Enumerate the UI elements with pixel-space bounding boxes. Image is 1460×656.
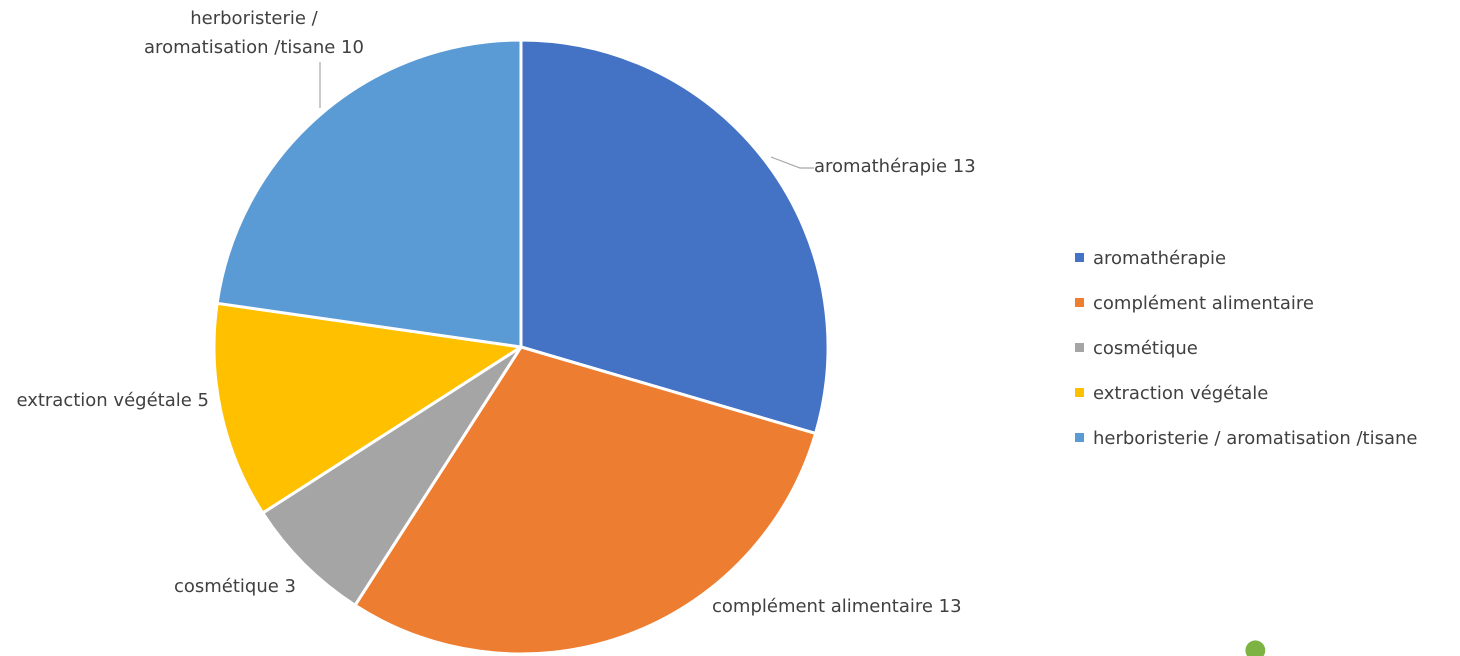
- legend-swatch-0: [1075, 253, 1084, 262]
- data-labels: aromathérapie 13 complément alimentaire 1…: [16, 8, 975, 617]
- watermark-leaf-icon: ●: [1244, 634, 1267, 656]
- pie-slice-4: [215, 38, 523, 349]
- data-label-0: aromathérapie 13: [814, 156, 976, 177]
- data-label-4: herboristerie / aromatisation /tisane 10: [144, 8, 364, 58]
- legend-swatch-1: [1075, 298, 1084, 307]
- legend-swatch-3: [1075, 388, 1084, 397]
- pie-slices: [212, 38, 830, 656]
- legend-label-0: aromathérapie: [1093, 248, 1226, 269]
- pie-slice-2: [261, 345, 523, 607]
- leader-lines: [319, 62, 814, 169]
- data-label-1: complément alimentaire 13: [712, 596, 962, 617]
- legend-swatch-4: [1075, 433, 1084, 442]
- data-label-line-4-1: aromatisation /tisane 10: [144, 37, 364, 58]
- leader-line-0: [770, 156, 814, 169]
- legend-swatch-2: [1075, 343, 1084, 352]
- legend-label-4: herboristerie / aromatisation /tisane: [1093, 428, 1418, 449]
- data-label-3: extraction végétale 5: [16, 390, 209, 411]
- watermark-logo: ●: [1212, 626, 1452, 656]
- data-label-line-4-0: herboristerie /: [190, 8, 318, 29]
- pie-slice-3: [212, 301, 523, 515]
- legend-label-2: cosmétique: [1093, 338, 1198, 359]
- pie-slice-0: [519, 38, 830, 435]
- legend: aromathérapie complément alimentaire cosmé…: [1075, 248, 1418, 449]
- data-label-2: cosmétique 3: [174, 576, 296, 597]
- pie-slice-1: [353, 345, 818, 656]
- legend-label-1: complément alimentaire: [1093, 293, 1314, 314]
- legend-label-3: extraction végétale: [1093, 383, 1268, 404]
